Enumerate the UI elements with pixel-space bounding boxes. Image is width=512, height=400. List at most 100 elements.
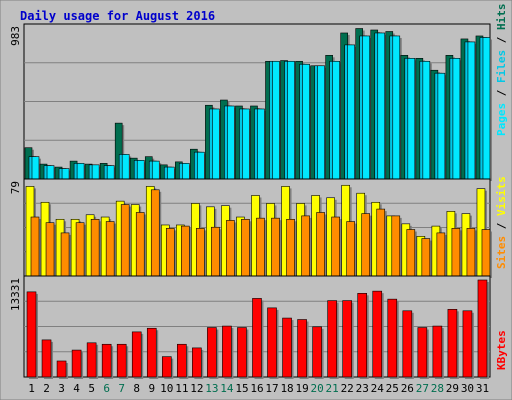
pages-bar [136, 160, 145, 180]
sites-bar [60, 232, 70, 277]
legend-entry: Visits [495, 176, 508, 216]
sites-bar [361, 213, 371, 277]
kbytes-bar [56, 360, 67, 378]
panel-visits-sites [23, 178, 492, 278]
sites-bar [256, 217, 265, 277]
kbytes-bar [282, 317, 292, 378]
x-tick-label: 1 [28, 382, 35, 395]
x-tick-label: 11 [175, 382, 188, 395]
sites-bar [150, 189, 160, 277]
kbytes-bar [267, 307, 277, 378]
pages-bar [257, 108, 265, 180]
kbytes-bar [222, 325, 232, 378]
legend-visits-sites: Sites / Visits [495, 176, 508, 269]
pages-bar [347, 44, 355, 180]
kbytes-bar [402, 310, 413, 378]
x-tick-label: 2 [43, 382, 50, 395]
pages-bar [437, 72, 446, 180]
kbytes-bar [41, 339, 52, 378]
x-tick-label: 30 [461, 382, 474, 395]
kbytes-bar [477, 279, 488, 378]
pages-bar [302, 63, 310, 180]
pages-bar [227, 105, 235, 180]
pages-bar [407, 58, 416, 180]
kbytes-bar [432, 325, 443, 378]
pages-bar [197, 151, 205, 180]
x-tick-label: 13 [205, 382, 218, 395]
x-tick-label: 27 [416, 382, 429, 395]
pages-bar [452, 58, 461, 180]
kbytes-bar [252, 298, 262, 378]
kbytes-bar [177, 343, 187, 378]
kbytes-bar [71, 349, 82, 378]
x-tick-label: 19 [295, 382, 308, 395]
pages-bar [212, 108, 220, 180]
x-tick-label: 24 [371, 382, 385, 395]
sites-bar [316, 212, 325, 277]
legend-separator: / [495, 83, 508, 103]
kbytes-bar [116, 343, 127, 378]
sites-bar [271, 217, 280, 277]
kbytes-bar [357, 293, 368, 378]
x-tick-label: 5 [88, 382, 95, 395]
pages-bar [182, 163, 190, 180]
x-tick-label: 4 [73, 382, 80, 395]
x-tick-label: 6 [103, 382, 110, 395]
pages-bar [422, 60, 431, 180]
sites-bar [211, 226, 220, 277]
kbytes-bar [312, 326, 322, 378]
sites-bar [75, 222, 85, 277]
x-tick-label: 31 [476, 382, 489, 395]
sites-bar [376, 208, 386, 277]
pages-bar [287, 60, 295, 180]
x-tick-label: 20 [311, 382, 324, 395]
kbytes-bar [237, 327, 247, 378]
kbytes-bar [387, 298, 398, 378]
y-max-label: 983 [9, 26, 22, 46]
panel-kbytes [23, 275, 491, 379]
x-tick-label: 17 [265, 382, 278, 395]
x-tick-label: 9 [148, 382, 155, 395]
legend-entry: KBytes [495, 330, 508, 370]
sites-bar [90, 218, 100, 277]
pages-bar [317, 65, 325, 180]
pages-bar [482, 37, 491, 180]
legend-entry: Hits [495, 4, 508, 31]
x-tick-label: 3 [58, 382, 65, 395]
legend-separator: / [495, 216, 508, 236]
pages-bar [76, 163, 85, 180]
x-tick-label: 25 [386, 382, 399, 395]
kbytes-bar [297, 319, 307, 378]
pages-bar [166, 166, 175, 180]
x-tick-label: 14 [220, 382, 234, 395]
x-tick-label: 28 [431, 382, 444, 395]
legend-hits-files-pages: Pages / Files / Hits [495, 4, 508, 137]
kbytes-bar [372, 290, 383, 378]
x-tick-label: 26 [401, 382, 414, 395]
kbytes-bar [207, 327, 217, 378]
pages-bar [377, 32, 386, 180]
kbytes-bar [26, 291, 37, 378]
sites-bar [451, 228, 461, 277]
pages-bar [272, 60, 280, 180]
kbytes-bar [101, 343, 112, 378]
x-tick-label: 15 [235, 382, 248, 395]
sites-bar [436, 232, 446, 277]
kbytes-bar [342, 300, 352, 378]
legend-separator: / [495, 30, 508, 50]
pages-bar [46, 165, 55, 180]
sites-bar [331, 216, 340, 277]
sites-bar [346, 221, 355, 277]
x-tick-label: 23 [356, 382, 369, 395]
sites-bar [301, 215, 310, 277]
kbytes-bar [131, 331, 142, 378]
x-tick-label: 16 [250, 382, 263, 395]
sites-bar [226, 220, 235, 277]
chart-title: Daily usage for August 2016 [20, 9, 216, 23]
sites-bar [391, 215, 401, 277]
pages-bar [242, 108, 250, 180]
legend-entry: Sites [495, 236, 508, 269]
pages-bar [61, 168, 70, 180]
legend-entry: Pages [495, 103, 508, 136]
